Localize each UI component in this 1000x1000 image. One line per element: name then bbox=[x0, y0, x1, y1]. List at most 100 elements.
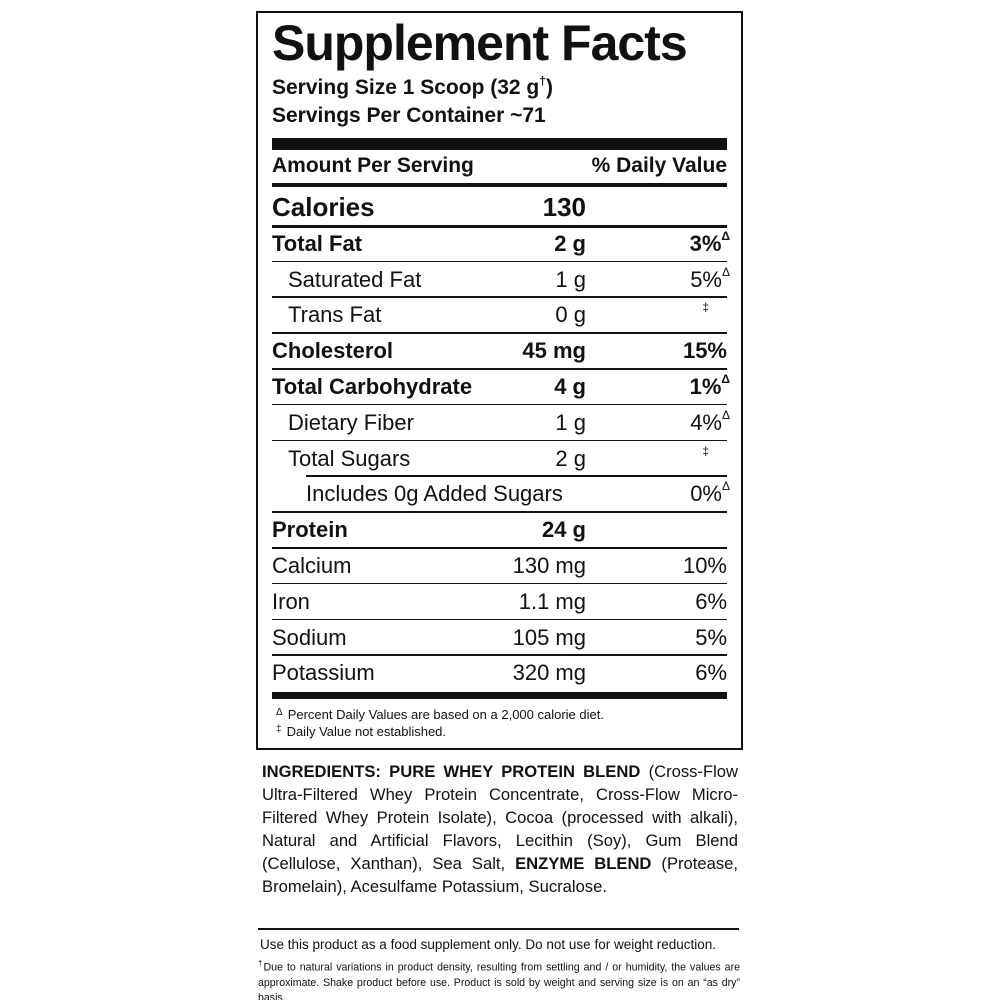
daily-value: 6% bbox=[695, 660, 727, 686]
daily-value: 5% bbox=[695, 625, 727, 651]
daily-value: 10% bbox=[683, 553, 727, 579]
header-rule bbox=[272, 183, 727, 187]
footnote-text: Daily Value not established. bbox=[286, 724, 447, 739]
footnote-mark: Δ bbox=[276, 707, 283, 718]
fine-print: †Due to natural variations in product de… bbox=[258, 956, 740, 1000]
nutrient-name: Potassium bbox=[272, 660, 375, 686]
daily-value: 6% bbox=[695, 589, 727, 615]
nutrient-row: Total Sugars 2 g ‡ bbox=[272, 439, 727, 476]
nutrient-name: Total Carbohydrate bbox=[272, 374, 473, 399]
amount-header: Amount Per Serving bbox=[272, 154, 474, 177]
nutrient-name: Cholesterol bbox=[272, 338, 394, 364]
dv-mark: Δ bbox=[721, 264, 730, 279]
nutrient-row: Protein 24 g bbox=[272, 511, 727, 547]
disclaimer-rule bbox=[258, 928, 739, 930]
ingredient-text: INGREDIENTS: PURE WHEY PROTEIN BLEND bbox=[262, 762, 641, 781]
nutrient-amount: 130 bbox=[542, 192, 586, 222]
nutrient-name: Sodium bbox=[272, 624, 347, 650]
nutrient-row: Total Carbohydrate 4 g 1%Δ bbox=[272, 368, 730, 404]
nutrient-name: Includes 0g Added Sugars bbox=[306, 481, 563, 507]
row-rule bbox=[272, 368, 727, 370]
row-rule bbox=[272, 547, 727, 549]
nutrient-name: Calcium bbox=[272, 553, 352, 578]
daily-value: 4%Δ bbox=[690, 407, 730, 436]
nutrient-amount: 2 g bbox=[554, 230, 586, 256]
ingredients: INGREDIENTS: PURE WHEY PROTEIN BLEND (Cr… bbox=[262, 760, 738, 898]
nutrient-row: Calories 130 bbox=[272, 189, 727, 225]
dv-value: 5% bbox=[695, 624, 727, 650]
nutrient-name: Total Sugars bbox=[288, 445, 411, 471]
nutrient-row: Dietary Fiber 1 g 4%Δ bbox=[272, 403, 730, 440]
nutrient-amount: 2 g bbox=[555, 445, 586, 471]
nutrient-amount: 105 mg bbox=[512, 624, 586, 650]
nutrient-row: Cholesterol 45 mg 15% bbox=[272, 332, 727, 368]
dv-mark: Δ bbox=[721, 372, 730, 386]
dv-value: 5% bbox=[690, 266, 722, 292]
footnote: ‡ Daily Value not established. bbox=[276, 724, 446, 739]
dv-mark: ‡ bbox=[702, 443, 709, 458]
daily-value: 15% bbox=[683, 338, 727, 364]
footnote-text: Percent Daily Values are based on a 2,00… bbox=[287, 707, 604, 722]
nutrient-amount: 320 mg bbox=[512, 660, 586, 686]
fine-mark: † bbox=[258, 959, 264, 968]
serving-size: Serving Size 1 Scoop (32 g†) bbox=[272, 74, 553, 100]
nutrient-row: Total Fat 2 g 3%Δ bbox=[272, 224, 730, 261]
dv-mark: Δ bbox=[721, 228, 730, 243]
nutrient-name: Total Fat bbox=[272, 230, 363, 256]
nutrient-name: Protein bbox=[272, 517, 348, 543]
row-rule bbox=[306, 475, 727, 477]
serving-mark: † bbox=[539, 74, 546, 88]
nutrient-name: Iron bbox=[272, 588, 310, 614]
title: Supplement Facts bbox=[272, 15, 688, 71]
ingredient-text: (Cross-Flow Ultra-Filtered Whey Protein … bbox=[262, 762, 738, 873]
nutrient-name: Calories bbox=[272, 192, 375, 222]
nutrient-amount: 1 g bbox=[555, 266, 586, 292]
row-rule bbox=[272, 439, 727, 442]
daily-value: 1%Δ bbox=[689, 372, 730, 400]
serving-size-text: Serving Size 1 Scoop (32 g bbox=[272, 76, 540, 99]
daily-value: 5%Δ bbox=[690, 264, 730, 293]
dv-value: 0% bbox=[690, 481, 722, 507]
row-rule bbox=[272, 654, 727, 656]
disclaimer: Use this product as a food supplement on… bbox=[260, 937, 717, 952]
nutrient-amount: 4 g bbox=[554, 374, 586, 399]
nutrient-amount: 1.1 mg bbox=[518, 588, 586, 614]
nutrient-name: Dietary Fiber bbox=[288, 409, 414, 435]
nutrient-amount: 45 mg bbox=[522, 338, 586, 364]
dv-mark: Δ bbox=[721, 407, 730, 422]
dv-value: 3% bbox=[689, 230, 722, 256]
nutrient-amount: 24 g bbox=[541, 517, 586, 543]
nutrient-row: Potassium 320 mg 6% bbox=[272, 654, 727, 690]
daily-value: ‡ bbox=[702, 443, 709, 472]
daily-value: ‡ bbox=[702, 300, 709, 328]
daily-value: 0%Δ bbox=[690, 479, 730, 507]
fine-text: Due to natural variations in product den… bbox=[258, 961, 740, 1000]
nutrient-row: Saturated Fat 1 g 5%Δ bbox=[272, 260, 730, 297]
nutrient-row: Calcium 130 mg 10% bbox=[272, 547, 727, 583]
footnote-mark: ‡ bbox=[276, 724, 282, 735]
nutrient-name: Trans Fat bbox=[288, 302, 382, 328]
dv-header: % Daily Value bbox=[591, 154, 727, 177]
dv-value: 4% bbox=[690, 409, 722, 435]
dv-value: 1% bbox=[689, 374, 722, 399]
nutrient-row: Iron 1.1 mg 6% bbox=[272, 582, 727, 619]
row-rule bbox=[272, 260, 727, 263]
daily-value: 3%Δ bbox=[689, 228, 730, 257]
dv-mark: ‡ bbox=[702, 300, 709, 315]
dv-mark: Δ bbox=[721, 479, 730, 494]
nutrient-amount: 1 g bbox=[555, 409, 586, 435]
servings-per-container: Servings Per Container ~71 bbox=[272, 104, 546, 127]
ingredient-text: ENZYME BLEND bbox=[515, 854, 652, 873]
serving-size-end: ) bbox=[545, 76, 553, 99]
dv-value: 6% bbox=[695, 588, 727, 614]
dv-value: 10% bbox=[682, 553, 727, 578]
nutrient-row: Trans Fat 0 g ‡ bbox=[272, 296, 727, 332]
thick-rule bbox=[272, 138, 727, 150]
row-rule bbox=[272, 224, 727, 228]
nutrient-amount: 130 mg bbox=[512, 553, 586, 578]
nutrient-row: Includes 0g Added Sugars 0%Δ bbox=[272, 475, 730, 511]
ingredient-text: (Protease, Bromelain), Acesulfame Potass… bbox=[262, 854, 738, 896]
row-rule bbox=[272, 296, 727, 298]
nutrient-name: Saturated Fat bbox=[288, 266, 422, 292]
